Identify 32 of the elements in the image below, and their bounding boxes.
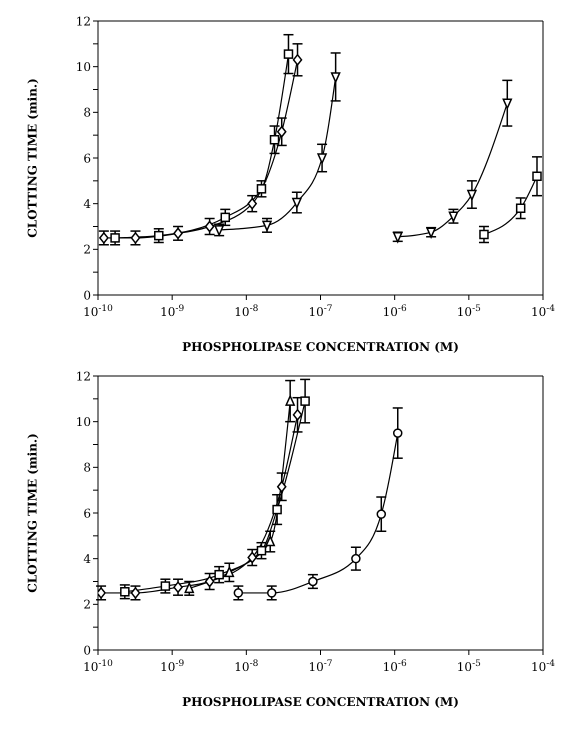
x-tick-label: 10$^{-9}$ [160, 304, 184, 319]
y-tick-label: 2 [83, 242, 91, 257]
y-tick-label: 10 [76, 60, 91, 74]
x-tick-label: 10$^{-9}$ [160, 659, 184, 674]
y-tick-label: 8 [83, 460, 91, 475]
x-tick-label: 10$^{-5}$ [456, 659, 482, 674]
y-tick-label: 10 [76, 414, 91, 429]
y-tick-label: 4 [83, 552, 92, 566]
y-tick-label: 8 [83, 106, 91, 120]
x-tick-label: 10$^{-4}$ [530, 304, 556, 319]
x-tick-label: 10$^{-10}$ [83, 304, 114, 319]
x-tick-label: 10$^{-7}$ [308, 304, 333, 319]
y-axis-title: CLOTTING TIME (min.) [25, 78, 40, 238]
y-tick-label: 12 [76, 369, 91, 384]
y-axis-title: CLOTTING TIME (min.) [25, 433, 40, 593]
x-tick-label: 10$^{-6}$ [382, 304, 407, 319]
x-tick-label: 10$^{-4}$ [530, 659, 556, 674]
y-tick-label: 0 [83, 643, 91, 658]
x-axis-title: PHOSPHOLIPASE CONCENTRATION (M) [182, 695, 459, 709]
x-tick-label: 10$^{-10}$ [83, 659, 114, 674]
x-axis-title: PHOSPHOLIPASE CONCENTRATION (M) [182, 340, 459, 354]
x-tick-label: 10$^{-8}$ [234, 304, 259, 319]
x-tick-label: 10$^{-6}$ [382, 659, 407, 674]
y-tick-label: 6 [83, 506, 91, 520]
y-tick-label: 0 [83, 288, 91, 302]
y-tick-label: 4 [83, 196, 92, 211]
x-tick-label: 10$^{-5}$ [456, 304, 482, 319]
y-tick-label: 2 [83, 598, 91, 612]
y-tick-label: 6 [83, 151, 91, 166]
x-tick-label: 10$^{-7}$ [308, 659, 333, 674]
x-tick-label: 10$^{-8}$ [234, 659, 259, 674]
y-tick-label: 12 [76, 14, 91, 28]
